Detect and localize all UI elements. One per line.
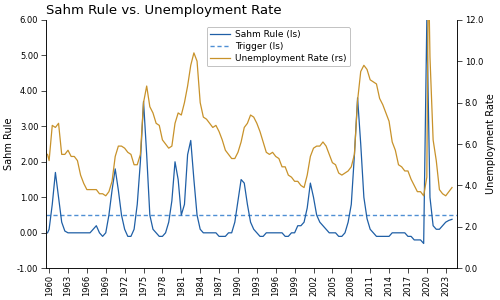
- Text: Sahm Rule vs. Unemployment Rate: Sahm Rule vs. Unemployment Rate: [46, 4, 282, 17]
- Sahm Rule (ls): [172, 160, 178, 164]
- Unemployment Rate (rs): [80, 182, 86, 185]
- Y-axis label: Unemployment Rate: Unemployment Rate: [486, 94, 496, 194]
- Sahm Rule (ls): [449, 218, 455, 221]
- Unemployment Rate (rs): [197, 101, 203, 104]
- Sahm Rule (ls): [204, 231, 210, 235]
- Sahm Rule (ls): [250, 227, 256, 231]
- Y-axis label: Sahm Rule: Sahm Rule: [4, 118, 14, 170]
- Legend: Sahm Rule (ls), Trigger (ls), Unemployment Rate (rs): Sahm Rule (ls), Trigger (ls), Unemployme…: [206, 27, 350, 66]
- Unemployment Rate (rs): [254, 122, 260, 125]
- Sahm Rule (ls): [44, 231, 51, 235]
- Sahm Rule (ls): [80, 231, 86, 235]
- Sahm Rule (ls): [194, 213, 200, 217]
- Unemployment Rate (rs): [449, 186, 455, 189]
- Unemployment Rate (rs): [103, 194, 109, 198]
- Unemployment Rate (rs): [358, 70, 364, 73]
- Line: Unemployment Rate (rs): Unemployment Rate (rs): [48, 0, 452, 196]
- Sahm Rule (ls): [420, 242, 426, 245]
- Unemployment Rate (rs): [175, 111, 181, 115]
- Sahm Rule (ls): [354, 96, 360, 100]
- Sahm Rule (ls): [424, 18, 430, 22]
- Unemployment Rate (rs): [44, 153, 51, 156]
- Unemployment Rate (rs): [206, 122, 212, 125]
- Line: Sahm Rule (ls): Sahm Rule (ls): [48, 20, 452, 244]
